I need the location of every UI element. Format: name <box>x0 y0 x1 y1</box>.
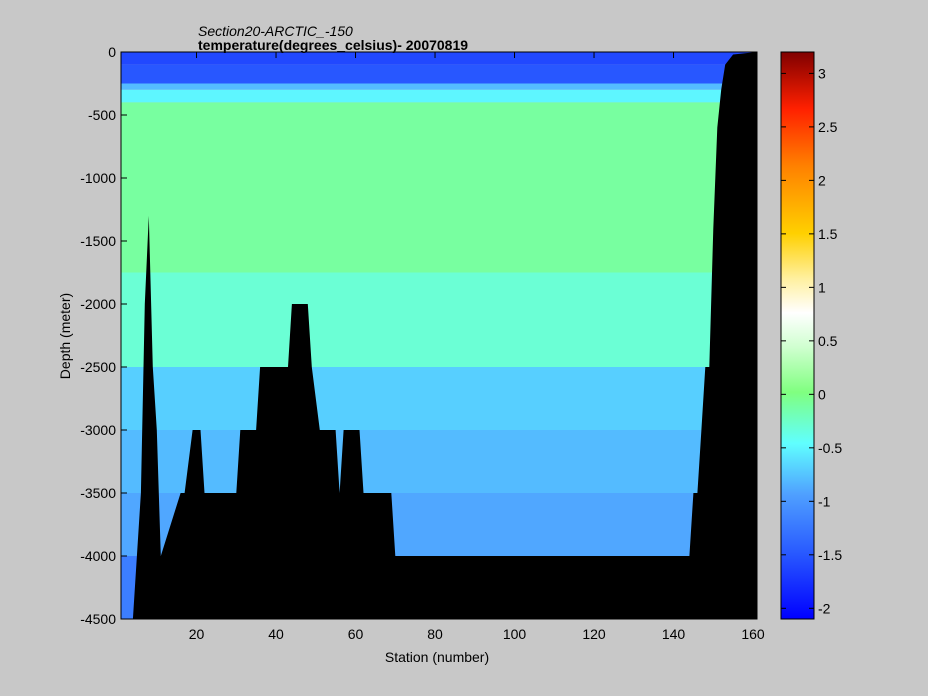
temperature-layer-1 <box>121 64 757 84</box>
y-axis-label: Depth (meter) <box>57 293 73 379</box>
y-tick-label: -2500 <box>80 359 116 375</box>
colorbar-tick-label: 3 <box>818 65 826 81</box>
seafloor-bathymetry <box>121 52 757 619</box>
colorbar-tick-label: -1.5 <box>818 547 842 563</box>
x-tick-label: 160 <box>741 626 765 642</box>
temperature-layer-6 <box>121 367 757 430</box>
y-tick-label: -500 <box>88 107 116 123</box>
colorbar-tick-label: -2 <box>818 600 831 616</box>
temperature-layer-2 <box>121 83 757 90</box>
colorbar-tick-label: 2 <box>818 172 826 188</box>
x-tick-label: 140 <box>662 626 686 642</box>
colorbar-tick-label: -0.5 <box>818 440 842 456</box>
x-tick-label: 60 <box>348 626 364 642</box>
axis-ticks: 20 40 60 80 100 120 140 160 0 -500 -1000 -1500 -2000… <box>80 44 765 642</box>
colorbar-tick-label: 2.5 <box>818 119 838 135</box>
x-axis-label: Station (number) <box>385 649 489 665</box>
x-tick-label: 100 <box>503 626 527 642</box>
colorbar-tick-label: 0 <box>818 386 826 402</box>
y-tick-label: -4500 <box>80 611 116 627</box>
chart-subtitle: temperature(degrees_celsius)- 20070819 <box>198 37 468 53</box>
y-tick-label: 0 <box>108 44 116 60</box>
colorbar-tick-label: -1 <box>818 493 831 509</box>
temperature-layer-0 <box>121 52 757 65</box>
y-tick-label: -1000 <box>80 170 116 186</box>
y-tick-label: -3500 <box>80 485 116 501</box>
y-tick-label: -4000 <box>80 548 116 564</box>
colorbar-tick-label: 1.5 <box>818 226 838 242</box>
y-tick-label: -2000 <box>80 296 116 312</box>
colorbar-ticks: -2 -1.5 -1 -0.5 0 0.5 1 1.5 2 2.5 3 <box>781 65 842 616</box>
colorbar-tick-label: 1 <box>818 279 826 295</box>
colorbar-tick-label: 0.5 <box>818 333 838 349</box>
temperature-layer-5 <box>121 272 757 367</box>
chart-title: Section20-ARCTIC_-150 <box>198 23 353 39</box>
plot-frame <box>120 51 758 620</box>
plot-area <box>121 52 757 619</box>
x-tick-label: 40 <box>268 626 284 642</box>
colorbar <box>780 51 815 620</box>
y-tick-label: -1500 <box>80 233 116 249</box>
y-tick-label: -3000 <box>80 422 116 438</box>
x-tick-label: 80 <box>427 626 443 642</box>
temperature-layer-4 <box>121 102 757 273</box>
x-tick-label: 20 <box>189 626 205 642</box>
x-tick-label: 120 <box>582 626 606 642</box>
temperature-layer-7 <box>121 430 757 493</box>
temperature-layer-3 <box>121 89 757 103</box>
